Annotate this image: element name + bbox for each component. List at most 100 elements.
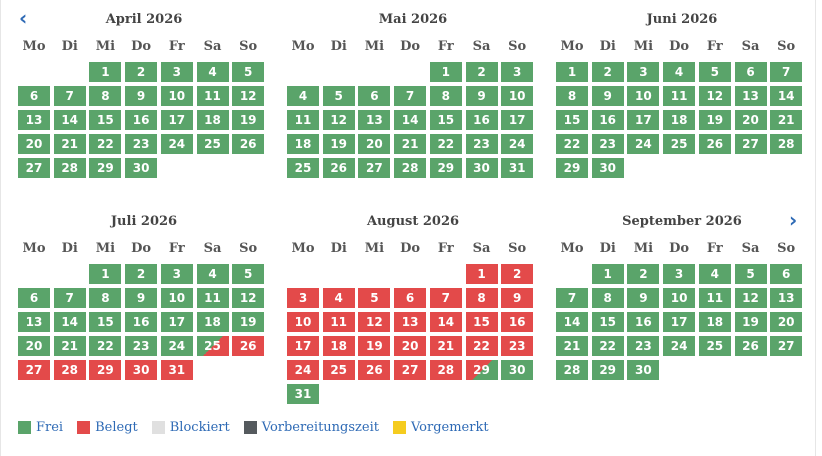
day-cell[interactable]: 13 <box>358 110 391 130</box>
day-cell[interactable]: 14 <box>53 312 86 332</box>
day-cell[interactable]: 3 <box>501 62 534 82</box>
day-cell[interactable]: 25 <box>196 134 229 154</box>
day-cell[interactable]: 30 <box>125 360 158 380</box>
day-cell[interactable]: 2 <box>627 264 660 284</box>
day-cell[interactable]: 7 <box>429 288 462 308</box>
day-cell[interactable]: 27 <box>770 336 803 356</box>
day-cell[interactable]: 26 <box>232 134 265 154</box>
day-cell[interactable]: 28 <box>394 158 427 178</box>
prev-month-arrow-icon[interactable]: ‹ <box>19 6 28 30</box>
next-month-arrow-icon[interactable]: › <box>789 208 798 232</box>
day-cell[interactable]: 16 <box>125 312 158 332</box>
day-cell[interactable]: 21 <box>53 134 86 154</box>
day-cell[interactable]: 7 <box>53 288 86 308</box>
day-cell[interactable]: 30 <box>591 158 624 178</box>
day-cell[interactable]: 29 <box>591 360 624 380</box>
day-cell[interactable]: 17 <box>501 110 534 130</box>
day-cell[interactable]: 4 <box>322 288 355 308</box>
day-cell[interactable]: 31 <box>501 158 534 178</box>
day-cell[interactable]: 2 <box>591 62 624 82</box>
day-cell[interactable]: 17 <box>627 110 660 130</box>
day-cell[interactable]: 14 <box>53 110 86 130</box>
day-cell[interactable]: 24 <box>287 360 319 380</box>
day-cell[interactable]: 6 <box>18 288 50 308</box>
day-cell[interactable]: 2 <box>465 62 498 82</box>
day-cell[interactable]: 18 <box>663 110 696 130</box>
day-cell[interactable]: 31 <box>160 360 193 380</box>
day-cell[interactable]: 5 <box>232 62 265 82</box>
day-cell[interactable]: 16 <box>627 312 660 332</box>
day-cell[interactable]: 20 <box>358 134 391 154</box>
day-cell[interactable]: 1 <box>429 62 462 82</box>
day-cell[interactable]: 15 <box>429 110 462 130</box>
day-cell[interactable]: 1 <box>591 264 624 284</box>
day-cell[interactable]: 19 <box>358 336 391 356</box>
day-cell[interactable]: 30 <box>465 158 498 178</box>
day-cell[interactable]: 6 <box>358 86 391 106</box>
day-cell[interactable]: 10 <box>663 288 696 308</box>
day-cell[interactable]: 5 <box>734 264 767 284</box>
day-cell[interactable]: 24 <box>160 336 193 356</box>
day-cell[interactable]: 22 <box>465 336 498 356</box>
day-cell[interactable]: 2 <box>125 62 158 82</box>
day-cell[interactable]: 26 <box>734 336 767 356</box>
day-cell[interactable]: 5 <box>698 62 731 82</box>
day-cell[interactable]: 11 <box>663 86 696 106</box>
day-cell[interactable]: 12 <box>322 110 355 130</box>
day-cell[interactable]: 27 <box>734 134 767 154</box>
day-cell[interactable]: 10 <box>501 86 534 106</box>
day-cell[interactable]: 6 <box>18 86 50 106</box>
day-cell[interactable]: 17 <box>287 336 319 356</box>
day-cell[interactable]: 30 <box>627 360 660 380</box>
day-cell[interactable]: 28 <box>429 360 462 380</box>
day-cell[interactable]: 11 <box>322 312 355 332</box>
day-cell[interactable]: 4 <box>196 264 229 284</box>
day-cell[interactable]: 3 <box>627 62 660 82</box>
day-cell[interactable]: 7 <box>770 62 803 82</box>
day-cell[interactable]: 14 <box>556 312 588 332</box>
day-cell[interactable]: 7 <box>53 86 86 106</box>
day-cell[interactable]: 23 <box>125 134 158 154</box>
day-cell[interactable]: 29 <box>89 360 122 380</box>
day-cell[interactable]: 13 <box>18 110 50 130</box>
day-cell[interactable]: 25 <box>196 336 229 356</box>
day-cell[interactable]: 18 <box>698 312 731 332</box>
day-cell[interactable]: 8 <box>465 288 498 308</box>
day-cell[interactable]: 28 <box>556 360 588 380</box>
day-cell[interactable]: 16 <box>591 110 624 130</box>
day-cell[interactable]: 23 <box>465 134 498 154</box>
day-cell[interactable]: 4 <box>698 264 731 284</box>
day-cell[interactable]: 25 <box>322 360 355 380</box>
day-cell[interactable]: 21 <box>556 336 588 356</box>
day-cell[interactable]: 8 <box>591 288 624 308</box>
day-cell[interactable]: 5 <box>232 264 265 284</box>
day-cell[interactable]: 19 <box>232 110 265 130</box>
day-cell[interactable]: 12 <box>734 288 767 308</box>
day-cell[interactable]: 12 <box>232 288 265 308</box>
day-cell[interactable]: 9 <box>125 86 158 106</box>
day-cell[interactable]: 27 <box>18 360 50 380</box>
day-cell[interactable]: 26 <box>232 336 265 356</box>
day-cell[interactable]: 9 <box>591 86 624 106</box>
day-cell[interactable]: 23 <box>501 336 534 356</box>
day-cell[interactable]: 5 <box>358 288 391 308</box>
day-cell[interactable]: 1 <box>465 264 498 284</box>
day-cell[interactable]: 30 <box>125 158 158 178</box>
day-cell[interactable]: 4 <box>663 62 696 82</box>
day-cell[interactable]: 9 <box>627 288 660 308</box>
day-cell[interactable]: 26 <box>322 158 355 178</box>
day-cell[interactable]: 6 <box>734 62 767 82</box>
day-cell[interactable]: 15 <box>591 312 624 332</box>
day-cell[interactable]: 8 <box>556 86 588 106</box>
day-cell[interactable]: 9 <box>465 86 498 106</box>
day-cell[interactable]: 20 <box>770 312 803 332</box>
day-cell[interactable]: 1 <box>556 62 588 82</box>
day-cell[interactable]: 2 <box>125 264 158 284</box>
day-cell[interactable]: 9 <box>125 288 158 308</box>
day-cell[interactable]: 18 <box>287 134 319 154</box>
day-cell[interactable]: 22 <box>591 336 624 356</box>
day-cell[interactable]: 3 <box>160 62 193 82</box>
day-cell[interactable]: 3 <box>287 288 319 308</box>
day-cell[interactable]: 26 <box>358 360 391 380</box>
day-cell[interactable]: 23 <box>627 336 660 356</box>
